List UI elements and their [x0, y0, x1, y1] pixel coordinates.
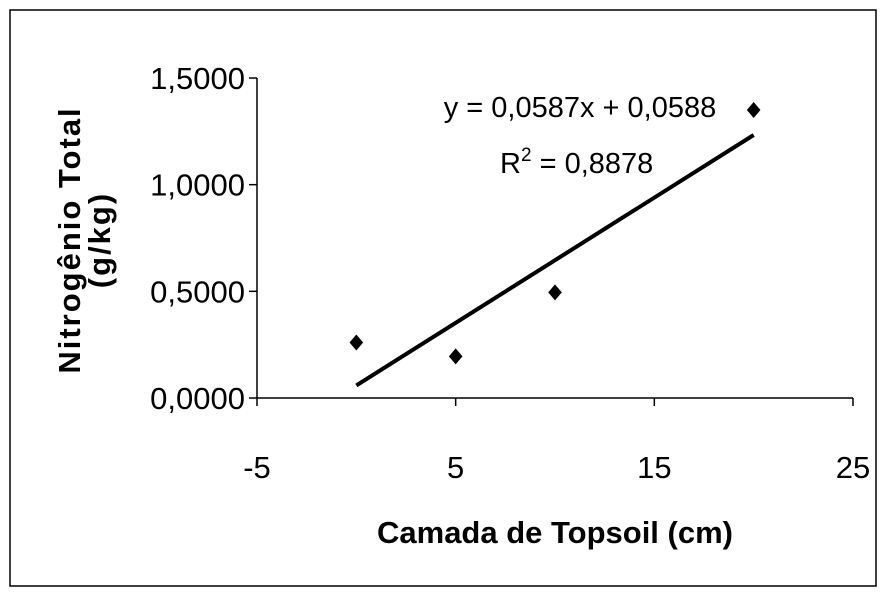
data-point — [746, 102, 761, 118]
y-axis-ticks: 0,0000 0,5000 1,0000 1,5000 — [150, 61, 257, 416]
data-point — [448, 348, 463, 365]
data-point — [548, 284, 562, 301]
x-tick-label: 15 — [637, 450, 671, 485]
y-tick-label: 1,0000 — [150, 168, 245, 203]
y-axis-title-line1: Nitrogênio Total — [52, 106, 87, 373]
y-axis-title: Nitrogênio Total (g/kg) — [52, 106, 117, 373]
y-tick-label: 0,0000 — [150, 381, 245, 416]
x-tick-label: 5 — [447, 450, 464, 485]
r2-value: = 0,8878 — [532, 148, 654, 180]
plot-area: -5 5 15 25 0,0000 0,5000 1,0000 1,5000 — [150, 61, 870, 485]
x-axis-title: Camada de Topsoil (cm) — [377, 515, 733, 550]
r2-prefix: R — [500, 148, 521, 180]
y-axis-title-line2: (g/kg) — [82, 192, 117, 288]
chart-border — [9, 9, 877, 587]
x-tick-label: 25 — [836, 450, 870, 485]
x-axis-ticks: -5 5 15 25 — [243, 398, 870, 485]
x-tick-label: -5 — [243, 450, 271, 485]
trendline-equation: y = 0,0587x + 0,0588 — [444, 92, 717, 124]
data-points — [349, 102, 761, 365]
trendline-r2: R2 = 0,8878 — [500, 145, 653, 180]
data-point — [349, 334, 364, 351]
y-tick-label: 1,5000 — [150, 61, 245, 96]
r2-superscript: 2 — [521, 145, 532, 166]
y-tick-label: 0,5000 — [150, 274, 245, 309]
trendline — [355, 133, 755, 388]
